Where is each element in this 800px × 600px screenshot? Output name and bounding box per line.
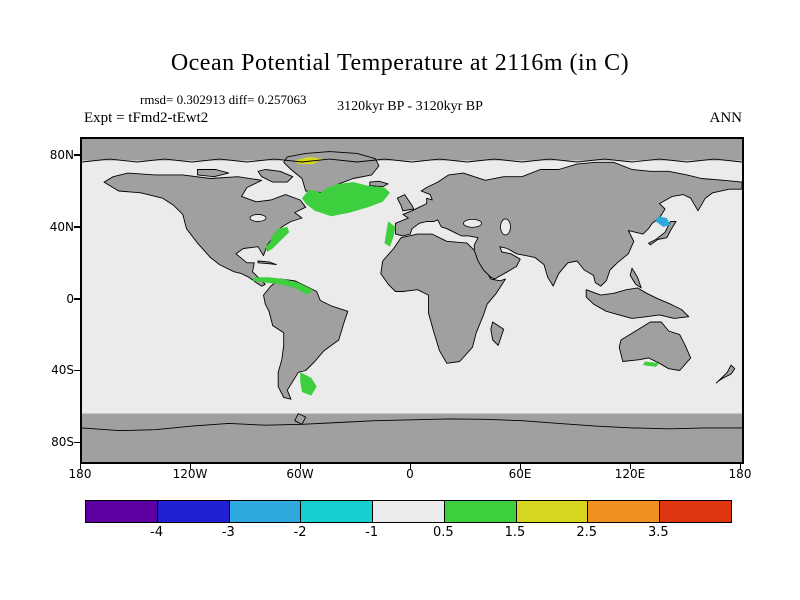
y-tick-mark — [74, 441, 81, 444]
x-tick-label: 180 — [68, 467, 92, 481]
eurasia-landmass — [395, 161, 742, 287]
x-tick-label: 60W — [286, 467, 314, 481]
y-tick-label: 40N — [49, 219, 74, 234]
inland-seas-layer — [249, 214, 511, 236]
x-tick-label: 120E — [614, 467, 646, 481]
caspian-sea — [500, 218, 511, 236]
y-tick-mark — [74, 226, 81, 228]
coastline-layer — [82, 158, 742, 432]
cuba-landmass — [257, 260, 277, 266]
colorbar-cell-0 — [86, 501, 158, 522]
colorbar-tick-label: -2 — [293, 525, 307, 540]
y-tick-mark — [74, 154, 81, 156]
y-tick-mark — [74, 298, 81, 300]
plot-title: Ocean Potential Temperature at 2116m (in… — [170, 50, 630, 76]
victoria-island-landmass — [197, 169, 230, 178]
baffin-island-landmass — [257, 169, 294, 183]
x-tick-mark — [299, 462, 301, 469]
anomaly-region-caribbean-guiana — [252, 277, 313, 296]
period-text: 3120kyr BP - 3120kyr BP — [337, 99, 483, 114]
world-map-frame — [80, 137, 744, 464]
north-america-landmass — [103, 172, 307, 287]
colorbar-tick-label: 1.5 — [504, 525, 526, 540]
colorbar-cell-7 — [588, 501, 661, 522]
colorbar-cell-8 — [660, 501, 732, 522]
antarctic-coastline — [82, 418, 742, 432]
anomaly-patches — [252, 156, 671, 396]
x-tick-mark — [409, 462, 411, 469]
great-lakes — [249, 214, 267, 222]
y-tick-label: 40S — [51, 363, 74, 378]
x-tick-mark — [189, 462, 191, 469]
colorbar-cell-3 — [301, 501, 374, 522]
anomaly-region-argentine-basin — [300, 372, 317, 396]
antarctica — [82, 413, 742, 462]
y-tick-label: 80S — [51, 435, 74, 450]
colorbar-tick-label: -3 — [221, 525, 235, 540]
y-tick-label: 80N — [49, 147, 74, 162]
madagascar-landmass — [490, 321, 505, 346]
x-tick-label: 0 — [406, 467, 414, 481]
south-america-landmass — [263, 278, 349, 400]
iceland-landmass — [369, 180, 389, 188]
colorbar-cell-1 — [157, 501, 230, 522]
experiment-label: Expt = tFmd2-tEwt2 — [84, 110, 209, 126]
x-tick-mark — [739, 462, 741, 469]
stats-text: rmsd= 0.302913 diff= 0.257063 — [140, 92, 307, 107]
arctic-shelf — [82, 139, 742, 161]
x-tick-mark — [79, 462, 81, 469]
anomaly-region-sea-of-japan — [655, 216, 671, 227]
colorbar-tick-label: 0.5 — [432, 525, 454, 540]
colorbar-cell-6 — [516, 501, 589, 522]
colorbar-cell-5 — [444, 501, 517, 522]
africa-landmass — [380, 233, 506, 364]
x-tick-label: 60E — [508, 467, 532, 481]
anomaly-region-iberia-morocco-margin — [384, 221, 396, 247]
y-tick-mark — [74, 369, 81, 372]
colorbar-tick-label: -4 — [150, 525, 164, 540]
colorbar-tick-label: 3.5 — [647, 525, 669, 540]
colorbar-labels: -4 -3 -2 -1 0.5 1.5 2.5 3.5 — [85, 525, 730, 543]
x-tick-mark — [519, 462, 521, 469]
anomaly-region-us-east-coast — [265, 226, 290, 252]
colorbar-cell-2 — [229, 501, 302, 522]
australia-landmass — [618, 321, 692, 371]
colorbar — [85, 500, 732, 523]
arctic-coastline — [82, 158, 742, 163]
x-tick-mark — [629, 462, 631, 469]
season-label: ANN — [709, 110, 743, 126]
x-tick-label: 180 — [728, 467, 752, 481]
japan-landmass — [648, 221, 677, 246]
colorbar-tick-label: -1 — [365, 525, 379, 540]
colorbar-tick-label: 2.5 — [576, 525, 597, 540]
colorbar-cell-4 — [373, 501, 445, 522]
x-tick-label: 120W — [172, 467, 208, 481]
black-sea — [463, 218, 482, 228]
world-map — [82, 139, 742, 462]
british-isles-landmass — [396, 194, 415, 212]
y-tick-label: 0 — [66, 291, 74, 306]
philippines-landmass — [629, 267, 642, 289]
anomaly-region-north-atlantic-subpolar — [302, 182, 390, 217]
land-layer — [82, 139, 742, 462]
anomaly-region-south-australia-margin — [643, 361, 660, 367]
new-zealand-landmass — [715, 364, 736, 384]
maritime-se-asia-landmass — [585, 287, 690, 319]
